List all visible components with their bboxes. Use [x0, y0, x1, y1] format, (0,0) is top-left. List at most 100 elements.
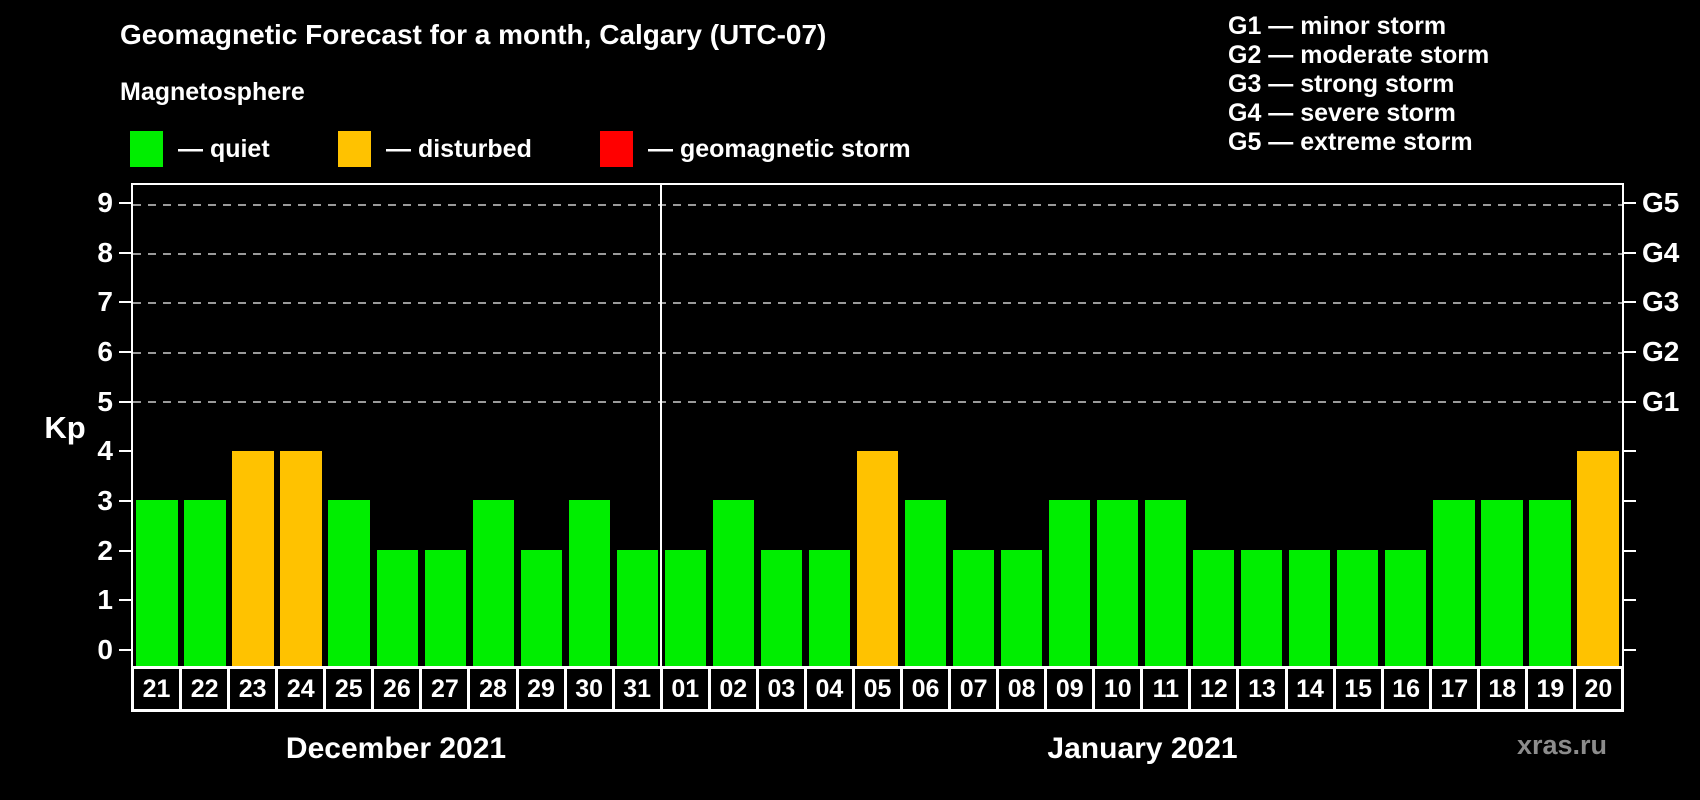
kp-bar-day-31	[616, 549, 658, 666]
date-cell-02: 02	[707, 666, 759, 712]
date-cell-16: 16	[1380, 666, 1432, 712]
kp-bar-day-28	[472, 500, 514, 666]
y-tick-label-3: 3	[97, 485, 113, 517]
left-axis-tick-0	[119, 649, 131, 652]
right-axis-tick-4	[1624, 450, 1636, 453]
right-axis-tick-6	[1624, 350, 1636, 353]
y-tick-label-0: 0	[97, 634, 113, 666]
y-tick-label-6: 6	[97, 335, 113, 367]
y-tick-label-1: 1	[97, 584, 113, 616]
right-axis-tick-0	[1624, 649, 1636, 652]
gridline-kp-7	[133, 302, 1622, 305]
date-cell-12: 12	[1188, 666, 1240, 712]
kp-bar-day-25	[328, 500, 370, 666]
left-axis-tick-6	[119, 350, 131, 353]
kp-bar-day-09	[1048, 500, 1091, 666]
kp-bar-day-08	[1000, 549, 1043, 666]
date-cell-09: 09	[1044, 666, 1096, 712]
quiet-color-swatch-icon	[130, 131, 163, 167]
kp-bar-day-18	[1481, 500, 1523, 666]
disturbed-color-swatch-icon	[338, 131, 371, 167]
legend-item-storm: — geomagnetic storm	[600, 130, 911, 168]
kp-bar-day-19	[1529, 500, 1571, 666]
g-legend-line-g3: G3 — strong storm	[1228, 70, 1455, 98]
date-cell-17: 17	[1428, 666, 1480, 712]
date-cell-23: 23	[227, 666, 279, 712]
month-label-january: January 2021	[1047, 732, 1238, 765]
right-axis-tick-9	[1624, 201, 1636, 204]
date-cell-07: 07	[948, 666, 1000, 712]
kp-bar-day-14	[1289, 549, 1331, 666]
g-scale-label-g2: G2	[1642, 335, 1680, 367]
xras-watermark: xras.ru	[1516, 730, 1607, 760]
date-cell-18: 18	[1476, 666, 1528, 712]
kp-bar-day-13	[1241, 549, 1283, 666]
right-axis-tick-7	[1624, 301, 1636, 304]
kp-bar-day-30	[568, 500, 610, 666]
gridline-kp-5	[133, 400, 1622, 403]
g-scale-legend: G1 — minor storm G2 — moderate storm G3 …	[1228, 12, 1489, 157]
kp-bar-day-04	[808, 549, 851, 666]
date-cell-04: 04	[803, 666, 855, 712]
kp-bar-day-12	[1193, 549, 1235, 666]
magnetosphere-label: Magnetosphere	[120, 78, 305, 106]
legend-label-disturbed: — disturbed	[386, 134, 532, 163]
g-legend-line-g1: G1 — minor storm	[1228, 12, 1447, 40]
left-axis-tick-8	[119, 251, 131, 254]
legend-label-quiet: — quiet	[178, 134, 270, 163]
page-title: Geomagnetic Forecast for a month, Calgar…	[120, 19, 827, 50]
date-cell-15: 15	[1332, 666, 1384, 712]
kp-bar-day-17	[1433, 500, 1475, 666]
g-legend-line-g2: G2 — moderate storm	[1228, 41, 1490, 69]
right-axis-tick-1	[1624, 599, 1636, 602]
right-axis-tick-5	[1624, 400, 1636, 403]
left-axis-tick-3	[119, 500, 131, 503]
y-tick-label-4: 4	[97, 435, 113, 467]
kp-bar-day-22	[184, 500, 226, 666]
gridline-kp-9	[133, 203, 1622, 206]
y-axis-title: Kp	[44, 410, 86, 445]
left-axis-tick-7	[119, 301, 131, 304]
date-cell-27: 27	[419, 666, 471, 712]
right-axis-tick-8	[1624, 251, 1636, 254]
y-tick-label-7: 7	[97, 286, 113, 318]
left-axis-tick-9	[119, 201, 131, 204]
kp-bar-day-06	[904, 500, 947, 666]
kp-bar-day-21	[136, 500, 178, 666]
kp-bar-day-11	[1145, 500, 1187, 666]
kp-bar-day-20	[1577, 451, 1619, 666]
gridline-kp-8	[133, 252, 1622, 255]
kp-bar-day-15	[1337, 549, 1379, 666]
kp-bar-day-16	[1385, 549, 1427, 666]
left-axis-tick-4	[119, 450, 131, 453]
legend-item-disturbed: — disturbed	[338, 130, 532, 168]
y-tick-label-2: 2	[97, 534, 113, 566]
date-cell-24: 24	[275, 666, 327, 712]
month-separator-line	[660, 185, 663, 666]
kp-bar-day-29	[520, 549, 562, 666]
kp-bar-day-05	[856, 451, 899, 666]
date-cell-21: 21	[131, 666, 183, 712]
date-cell-19: 19	[1524, 666, 1576, 712]
kp-bar-day-07	[952, 549, 995, 666]
g-scale-label-g5: G5	[1642, 186, 1680, 218]
storm-color-swatch-icon	[600, 131, 633, 167]
kp-bar-day-03	[760, 549, 803, 666]
kp-bar-day-01	[664, 549, 706, 666]
date-cell-05: 05	[851, 666, 903, 712]
legend-item-quiet: — quiet	[130, 130, 270, 168]
date-axis-row: 21 22 23 24 25 26 27 28 29 30 31 01 02 03 04 05 06 07 08 09…	[131, 666, 1624, 712]
date-cell-28: 28	[467, 666, 519, 712]
kp-bar-day-10	[1097, 500, 1139, 666]
date-cell-08: 08	[996, 666, 1048, 712]
date-cell-11: 11	[1140, 666, 1192, 712]
left-axis-tick-5	[119, 400, 131, 403]
date-cell-10: 10	[1092, 666, 1144, 712]
right-axis-tick-2	[1624, 549, 1636, 552]
kp-bar-day-24	[280, 451, 322, 666]
date-cell-13: 13	[1236, 666, 1288, 712]
date-cell-26: 26	[371, 666, 423, 712]
g-legend-line-g4: G4 — severe storm	[1228, 99, 1456, 127]
y-tick-label-8: 8	[97, 236, 113, 268]
